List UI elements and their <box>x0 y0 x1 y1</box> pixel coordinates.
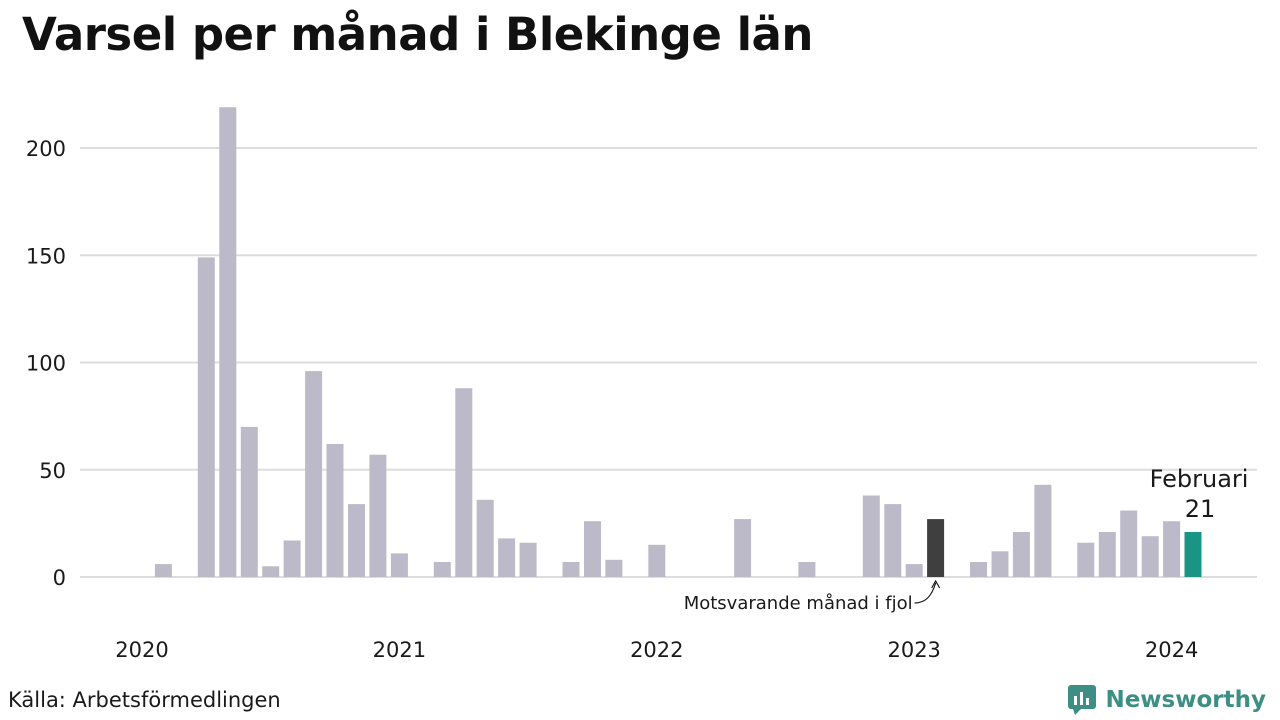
bar <box>498 538 516 577</box>
y-tick-label: 150 <box>26 244 66 268</box>
x-tick-label: 2022 <box>630 638 683 662</box>
bar <box>262 566 280 577</box>
bar <box>884 504 902 577</box>
bar <box>1163 521 1181 577</box>
bar <box>970 562 987 577</box>
bars <box>154 107 1202 578</box>
highlight-month-label: Februari <box>1150 465 1249 493</box>
bar <box>283 540 301 577</box>
x-axis-ticks: 2020 2021 2022 2023 2024 <box>115 638 1198 662</box>
bar <box>476 499 494 577</box>
bar <box>905 564 923 577</box>
bar <box>348 504 365 577</box>
bar <box>862 495 880 577</box>
bar <box>562 562 580 577</box>
bar <box>1034 484 1052 577</box>
bar <box>605 559 623 577</box>
bar <box>519 542 537 577</box>
bar <box>584 521 601 577</box>
bar <box>326 444 344 577</box>
bar <box>798 562 816 577</box>
bar <box>1141 536 1159 577</box>
y-axis-ticks: 0 50 100 150 200 <box>26 137 66 590</box>
bar <box>369 454 387 577</box>
bar <box>219 107 237 577</box>
bar <box>1077 542 1095 577</box>
x-tick-label: 2020 <box>115 638 168 662</box>
bar <box>390 553 408 577</box>
bar <box>305 371 323 577</box>
bar <box>240 426 258 578</box>
bar <box>648 544 666 577</box>
brand-logo: Newsworthy <box>1067 684 1266 716</box>
brand-name: Newsworthy <box>1105 687 1266 713</box>
bar <box>991 551 1009 577</box>
bar <box>1098 532 1116 577</box>
bar <box>734 519 752 577</box>
bar <box>1012 532 1030 577</box>
highlight-bar <box>1184 532 1202 577</box>
y-tick-label: 100 <box>26 352 66 376</box>
y-tick-label: 0 <box>53 566 66 590</box>
bar <box>455 388 473 577</box>
y-tick-label: 50 <box>39 459 66 483</box>
comparison-arrow <box>914 582 937 604</box>
x-tick-label: 2021 <box>373 638 426 662</box>
y-tick-label: 200 <box>26 137 66 161</box>
bar <box>1120 510 1138 577</box>
newsworthy-logo-icon <box>1068 685 1097 715</box>
bar <box>433 562 451 577</box>
bar <box>154 564 172 577</box>
x-tick-label: 2024 <box>1145 638 1198 662</box>
x-tick-label: 2023 <box>887 638 940 662</box>
chart-title: Varsel per månad i Blekinge län <box>22 8 813 61</box>
bar <box>197 257 215 577</box>
source-note: Källa: Arbetsförmedlingen <box>8 688 281 712</box>
comparison-bar <box>927 519 945 577</box>
highlight-value-label: 21 <box>1185 495 1216 523</box>
comparison-annotation: Motsvarande månad i fjol <box>684 593 913 614</box>
bar-chart: 0 50 100 150 200 2020 2021 2022 2023 2024 Februa… <box>26 107 1257 662</box>
comparison-arrow-head <box>931 579 941 589</box>
